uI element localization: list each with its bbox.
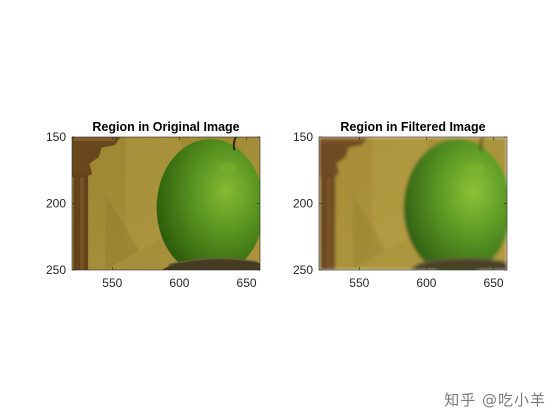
apple [403, 139, 507, 270]
wall-shadow [352, 194, 387, 270]
x-tick-label: 650 [237, 276, 257, 290]
wooden-bracket [72, 137, 121, 177]
apple-highlight [217, 162, 238, 173]
panel-filtered: Region in Filtered Image 550 600 650 150 200… [293, 120, 508, 290]
x-tick-label: 550 [102, 276, 122, 290]
apple-highlight [464, 162, 485, 173]
photo-region-filtered [319, 137, 507, 270]
plate-rim [415, 257, 505, 266]
photo-region-original [72, 137, 260, 270]
x-tick-label: 650 [484, 276, 504, 290]
apple-stem [232, 137, 238, 151]
y-tick-label: 150 [46, 130, 66, 144]
ticks-original: 550 600 650 150 200 250 [46, 130, 260, 290]
plate-rim [168, 257, 258, 266]
post-highlight [80, 176, 85, 270]
apple-stem [479, 137, 485, 151]
ticks-filtered: 550 600 650 150 200 250 [293, 130, 507, 290]
wall-shadow [105, 194, 140, 270]
post-highlight [327, 176, 332, 270]
panel-title-original: Region in Original Image [92, 120, 239, 134]
bracket-top-edge [320, 137, 362, 141]
y-tick-label: 200 [46, 197, 66, 211]
watermark: 知乎 @吃小羊 [444, 391, 546, 409]
y-tick-label: 200 [293, 197, 313, 211]
panel-title-filtered: Region in Filtered Image [340, 120, 485, 134]
x-tick-label: 550 [349, 276, 369, 290]
apple [156, 139, 260, 270]
bracket-top-edge [73, 137, 115, 141]
y-tick-label: 150 [293, 130, 313, 144]
x-tick-label: 600 [416, 276, 436, 290]
wooden-bracket [319, 137, 368, 177]
x-tick-label: 600 [169, 276, 189, 290]
y-tick-label: 250 [293, 263, 313, 277]
panel-original: Region in Original Image 550 600 650 150 200… [46, 120, 261, 290]
y-tick-label: 250 [46, 263, 66, 277]
